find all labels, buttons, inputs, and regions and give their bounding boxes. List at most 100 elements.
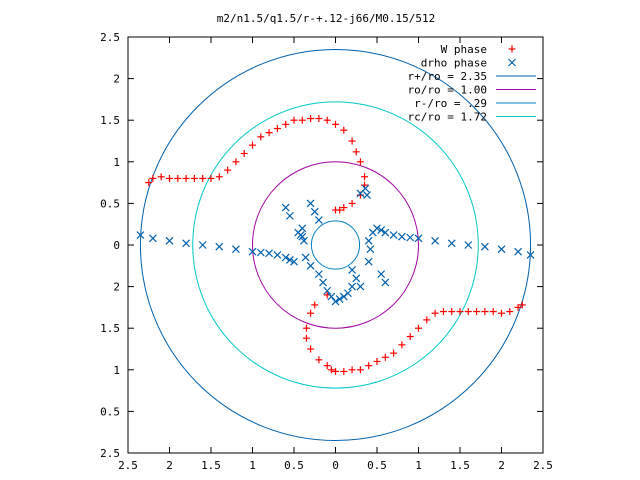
data-point: [514, 303, 522, 311]
y-tick-label: 1: [113, 364, 120, 377]
data-point: [302, 334, 310, 342]
data-point: [215, 242, 224, 251]
data-point: [298, 116, 306, 124]
data-point: [456, 308, 464, 316]
data-point: [381, 353, 389, 361]
y-tick-label: 0.5: [100, 197, 120, 210]
x-tick-label: 1: [415, 459, 422, 472]
data-series: [136, 115, 535, 375]
data-point: [282, 120, 290, 128]
data-point: [377, 270, 386, 279]
data-point: [340, 126, 348, 134]
data-point: [473, 308, 481, 316]
data-point: [364, 257, 373, 266]
data-point: [256, 248, 265, 257]
legend-label: r+/ro = 2.35: [408, 70, 487, 83]
data-point: [215, 173, 223, 181]
data-point: [327, 366, 335, 374]
y-tick-label: 2.5: [100, 31, 120, 44]
data-point: [307, 345, 315, 353]
data-point: [406, 333, 414, 341]
data-point: [331, 297, 340, 306]
data-point: [306, 199, 315, 208]
data-point: [174, 174, 182, 182]
data-point: [285, 256, 294, 264]
data-point: [232, 158, 240, 166]
data-point: [497, 245, 506, 254]
series-1: [136, 184, 535, 306]
series-0: [145, 115, 526, 375]
data-point: [431, 309, 439, 317]
data-point: [340, 367, 348, 375]
data-point: [364, 236, 373, 245]
data-point: [398, 341, 406, 349]
legend-label: r-/ro = .29: [414, 97, 487, 110]
data-point: [190, 174, 198, 182]
data-point: [248, 247, 257, 256]
chart-title: m2/n1.5/q1.5/r-+.12-j66/M0.15/512: [217, 12, 436, 25]
data-point: [265, 249, 274, 258]
data-point: [356, 158, 364, 166]
data-point: [323, 116, 331, 124]
data-point: [332, 367, 339, 375]
data-point: [363, 191, 371, 200]
data-point: [526, 251, 535, 259]
data-point: [257, 133, 265, 141]
data-point: [514, 247, 523, 256]
data-point: [314, 216, 323, 224]
x-tick-label: 0: [332, 459, 339, 472]
y-tick-label: 1.5: [100, 322, 120, 335]
data-point: [240, 149, 248, 157]
data-point: [348, 266, 357, 274]
legend-label: ro/ro = 1.00: [408, 84, 487, 97]
data-point: [332, 206, 339, 214]
circle-0: [139, 48, 532, 442]
data-point: [518, 301, 526, 309]
data-point: [298, 232, 307, 241]
data-point: [301, 253, 310, 262]
data-point: [300, 236, 308, 245]
data-point: [348, 282, 357, 291]
data-point: [182, 174, 190, 182]
data-point: [373, 224, 381, 233]
data-point: [285, 211, 294, 220]
data-point: [489, 308, 497, 316]
data-point: [381, 228, 390, 237]
data-point: [148, 234, 157, 243]
data-point: [165, 236, 174, 245]
legend-swatch: [508, 58, 516, 67]
data-point: [439, 308, 447, 316]
y-tick-label: 1: [113, 156, 120, 169]
data-point: [352, 148, 360, 156]
data-point: [314, 270, 323, 279]
data-point: [340, 204, 348, 212]
x-tick-label: 2.5: [118, 459, 138, 472]
data-point: [310, 207, 319, 216]
data-point: [348, 199, 356, 207]
data-point: [344, 289, 352, 298]
data-point: [366, 245, 375, 254]
data-point: [273, 125, 281, 133]
data-point: [431, 236, 440, 245]
data-point: [480, 242, 489, 251]
data-point: [397, 232, 406, 241]
data-point: [335, 295, 344, 304]
data-point: [199, 174, 207, 182]
data-point: [249, 141, 256, 149]
data-point: [307, 115, 315, 123]
data-point: [281, 203, 290, 212]
x-tick-label: 2: [166, 459, 173, 472]
data-point: [332, 120, 339, 128]
y-tick-label: 2: [113, 73, 120, 86]
data-point: [390, 349, 398, 357]
y-tick-label: 0.5: [100, 405, 120, 418]
data-point: [377, 226, 386, 234]
data-point: [315, 356, 323, 364]
reference-circles: [139, 48, 532, 442]
x-tick-label: 1.5: [450, 459, 470, 472]
data-point: [307, 309, 315, 317]
y-tick-label: 1.5: [100, 114, 120, 127]
data-point: [166, 174, 173, 182]
data-point: [207, 174, 215, 182]
